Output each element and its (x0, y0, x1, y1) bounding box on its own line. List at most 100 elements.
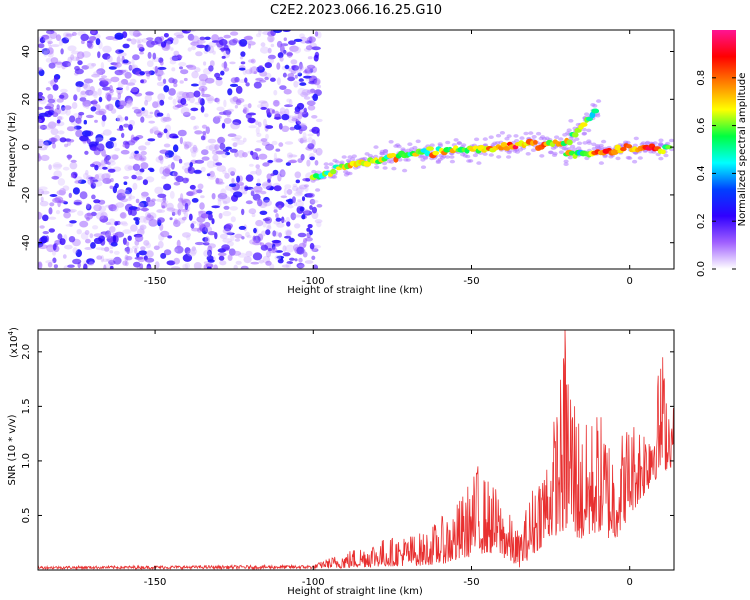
noise-cell (202, 131, 207, 136)
ridge-halo-cell (453, 138, 459, 142)
noise-cell (191, 35, 200, 44)
noise-cell (38, 261, 43, 269)
noise-cell (48, 62, 56, 69)
noise-cell (38, 142, 42, 147)
noise-cell (49, 31, 58, 39)
ridge-cell (363, 161, 372, 167)
noise-cell (69, 220, 77, 224)
noise-cell (255, 120, 259, 126)
noise-cell (313, 148, 318, 154)
noise-cell (250, 58, 256, 64)
noise-cell (122, 59, 129, 64)
noise-cell (105, 231, 112, 239)
noise-cell (77, 60, 83, 66)
noise-cell (120, 212, 127, 219)
noise-cell (286, 261, 293, 265)
noise-cell (187, 65, 197, 70)
noise-cell (208, 65, 214, 72)
noise-cell (160, 116, 168, 123)
noise-cell (70, 56, 80, 62)
noise-cell (128, 64, 133, 71)
noise-cell (38, 125, 45, 130)
spectrogram-cells (38, 30, 674, 269)
noise-cell (55, 210, 61, 215)
noise-cell (186, 94, 191, 101)
noise-cell (234, 104, 238, 109)
noise-cell (311, 126, 320, 134)
noise-cell (46, 47, 54, 55)
noise-cell (314, 31, 319, 37)
noise-cell (269, 186, 274, 191)
ridge-halo-cell (558, 137, 564, 141)
noise-cell (232, 142, 238, 148)
noise-cell (157, 66, 167, 70)
noise-cell (288, 67, 293, 72)
noise-cell (182, 253, 193, 262)
noise-cell (309, 205, 313, 210)
noise-cell (156, 209, 163, 213)
noise-cell (148, 219, 158, 227)
noise-cell (249, 67, 253, 75)
noise-cell (236, 181, 245, 186)
noise-cell (275, 148, 281, 152)
noise-cell (48, 137, 58, 143)
noise-cell (196, 189, 203, 194)
noise-cell (311, 248, 319, 253)
noise-cell (109, 185, 114, 189)
noise-cell (102, 177, 112, 184)
noise-cell (132, 182, 138, 190)
noise-cell (276, 222, 285, 228)
noise-cell (189, 96, 195, 104)
noise-cell (278, 111, 283, 115)
noise-cell (56, 98, 64, 103)
noise-cell (218, 255, 225, 261)
ridge-halo-cell (506, 150, 512, 155)
noise-cell (247, 103, 252, 109)
noise-cell (136, 228, 145, 236)
noise-cell (86, 202, 90, 210)
noise-cell (302, 210, 313, 216)
noise-cell (45, 87, 51, 91)
noise-cell (135, 38, 144, 43)
noise-cell (307, 224, 313, 229)
noise-cell (198, 222, 205, 228)
colorbar: 0.0 0.2 0.4 0.6 0.8 Normalized spectral ampli… (696, 30, 748, 277)
noise-cell (257, 121, 262, 128)
noise-cell (57, 130, 65, 135)
y-tick-label: -20 (21, 187, 32, 203)
noise-cell (63, 32, 69, 38)
noise-cell (234, 151, 239, 158)
noise-cell (260, 190, 267, 195)
noise-cell (93, 199, 101, 204)
noise-cell (207, 231, 216, 236)
noise-cell (177, 201, 184, 210)
noise-cell (215, 177, 220, 184)
noise-cell (116, 114, 123, 121)
noise-cell (197, 183, 204, 190)
noise-cell (212, 50, 216, 55)
noise-cell (200, 166, 206, 172)
noise-cell (211, 34, 220, 42)
noise-cell (73, 199, 83, 206)
noise-cell (196, 39, 206, 44)
noise-cell (279, 107, 286, 114)
noise-cell (38, 244, 48, 250)
noise-cell (41, 190, 50, 195)
noise-cell (45, 260, 54, 264)
noise-cell (92, 225, 99, 230)
noise-cell (146, 263, 152, 269)
noise-cell (253, 71, 257, 75)
noise-cell (95, 212, 105, 220)
ridge-halo-cell (547, 150, 554, 155)
ridge-cell (500, 142, 508, 148)
ridge-halo-cell (449, 155, 455, 159)
noise-cell (61, 105, 66, 111)
noise-cell (122, 229, 132, 234)
noise-cell (113, 250, 120, 255)
ridge-halo-cell (598, 161, 605, 165)
noise-cell (242, 137, 247, 143)
noise-cell (98, 205, 107, 213)
ridge-halo-cell (566, 128, 572, 132)
noise-cell (38, 118, 42, 123)
noise-cell (110, 108, 117, 114)
